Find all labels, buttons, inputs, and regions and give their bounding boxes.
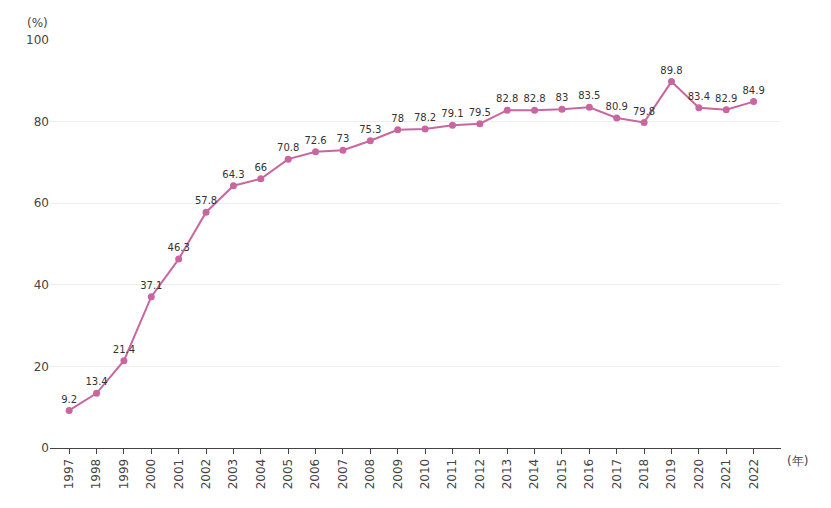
svg-text:2021: 2021 <box>719 459 733 490</box>
svg-text:60: 60 <box>34 196 49 210</box>
svg-text:2001: 2001 <box>172 459 186 490</box>
svg-text:2003: 2003 <box>226 459 240 490</box>
svg-text:80: 80 <box>34 115 49 129</box>
svg-text:79.8: 79.8 <box>633 106 655 117</box>
svg-text:2022: 2022 <box>747 459 761 490</box>
svg-text:2020: 2020 <box>692 459 706 490</box>
svg-text:2005: 2005 <box>281 459 295 490</box>
svg-text:2002: 2002 <box>199 459 213 490</box>
svg-text:80.9: 80.9 <box>606 101 628 112</box>
svg-text:0: 0 <box>41 441 49 455</box>
svg-text:2000: 2000 <box>144 459 158 490</box>
svg-text:(%): (%) <box>27 16 48 30</box>
svg-text:1999: 1999 <box>117 459 131 490</box>
svg-text:9.2: 9.2 <box>61 394 77 405</box>
svg-text:2008: 2008 <box>363 459 377 490</box>
svg-text:82.8: 82.8 <box>523 93 545 104</box>
svg-text:57.8: 57.8 <box>195 195 217 206</box>
svg-text:2018: 2018 <box>637 459 651 490</box>
svg-text:84.9: 84.9 <box>742 85 764 96</box>
svg-text:78.2: 78.2 <box>414 112 436 123</box>
svg-text:21.4: 21.4 <box>113 344 135 355</box>
svg-text:2012: 2012 <box>473 459 487 490</box>
svg-text:1997: 1997 <box>62 459 76 490</box>
svg-text:2017: 2017 <box>610 459 624 490</box>
svg-text:2014: 2014 <box>528 459 542 490</box>
svg-text:20: 20 <box>34 360 49 374</box>
svg-text:46.3: 46.3 <box>168 242 190 253</box>
svg-text:82.8: 82.8 <box>496 93 518 104</box>
svg-text:82.9: 82.9 <box>715 93 737 104</box>
svg-text:83.4: 83.4 <box>688 91 710 102</box>
svg-text:2016: 2016 <box>582 459 596 490</box>
svg-text:2019: 2019 <box>664 459 678 490</box>
svg-text:2007: 2007 <box>336 459 350 490</box>
svg-text:89.8: 89.8 <box>660 65 682 76</box>
svg-text:70.8: 70.8 <box>277 142 299 153</box>
svg-text:73: 73 <box>337 133 350 144</box>
svg-text:75.3: 75.3 <box>359 124 381 135</box>
svg-text:37.1: 37.1 <box>140 280 162 291</box>
svg-text:2010: 2010 <box>418 459 432 490</box>
svg-text:64.3: 64.3 <box>222 169 244 180</box>
svg-text:2015: 2015 <box>555 459 569 490</box>
svg-text:40: 40 <box>34 278 49 292</box>
svg-text:1998: 1998 <box>89 459 103 490</box>
svg-text:2011: 2011 <box>445 459 459 490</box>
svg-text:100: 100 <box>26 33 49 47</box>
svg-text:66: 66 <box>254 162 267 173</box>
svg-text:2009: 2009 <box>391 459 405 490</box>
svg-text:83: 83 <box>556 92 569 103</box>
svg-text:13.4: 13.4 <box>85 376 107 387</box>
svg-text:79.1: 79.1 <box>441 108 463 119</box>
svg-text:2006: 2006 <box>308 459 322 490</box>
svg-text:72.6: 72.6 <box>304 135 326 146</box>
svg-text:2013: 2013 <box>500 459 514 490</box>
svg-text:78: 78 <box>391 113 404 124</box>
svg-text:83.5: 83.5 <box>578 90 600 101</box>
svg-text:2004: 2004 <box>254 459 268 490</box>
svg-text:79.5: 79.5 <box>469 107 491 118</box>
svg-text:(年): (年) <box>787 454 808 468</box>
